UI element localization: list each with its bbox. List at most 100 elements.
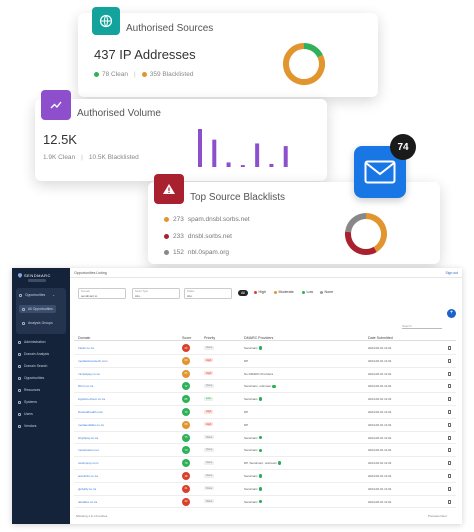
card-title: Authorised Volume <box>77 108 161 119</box>
column-header[interactable]: Domain <box>78 336 91 340</box>
document-icon[interactable] <box>448 384 451 389</box>
chip-all[interactable]: All <box>238 290 248 296</box>
document-icon[interactable] <box>448 461 451 466</box>
domain-link[interactable]: logistics-direct.co.za <box>78 397 106 402</box>
domain-link[interactable]: autofinlix.co.za <box>78 474 98 478</box>
table-row[interactable]: globalfy.co.za 21 None Sendmarc 2024-06-01 1… <box>74 483 456 496</box>
domain-link[interactable]: mosdreams.net <box>78 448 99 453</box>
sidebar-item-users[interactable]: Users <box>18 412 33 416</box>
sidebar-item-resources[interactable]: Resources <box>18 388 40 392</box>
provider-cell: DP <box>244 423 248 427</box>
table-row[interactable]: Intelix.co.za 25 None Sendmarc 2024-06-01 11… <box>74 342 456 355</box>
chip-none[interactable]: None <box>320 290 333 294</box>
domain-filter-select[interactable]: Domain sendmarc.io <box>78 288 126 299</box>
sidebar: SENDMARC Opportunities ⌄ All Opportuniti… <box>12 268 70 524</box>
sidebar-item-domain-analysis[interactable]: Domain Analysis <box>18 352 49 356</box>
pagination[interactable]: Previous Next <box>428 514 447 518</box>
domain-link[interactable]: globalfy.co.za <box>78 486 97 491</box>
search-icon <box>18 364 21 368</box>
column-header[interactable]: DMARC Providers <box>244 336 274 340</box>
score-type-filter-select[interactable]: Score Type ALL <box>132 288 180 299</box>
volume-bar <box>255 143 260 167</box>
sidebar-item-vendors[interactable]: Vendors <box>18 424 36 428</box>
document-icon[interactable] <box>448 397 451 402</box>
sign-out-link[interactable]: Sign out <box>445 271 458 275</box>
document-icon[interactable] <box>448 422 451 427</box>
sidebar-item-label: Systems <box>24 400 37 404</box>
sidebar-item-domain-search[interactable]: Domain Search <box>18 364 47 368</box>
document-icon[interactable] <box>448 448 451 453</box>
document-icon[interactable] <box>448 435 451 440</box>
domain-link[interactable]: mintedpay.co.za <box>78 371 100 376</box>
check-icon <box>258 499 263 504</box>
provider-text: Sendmarc <box>244 346 258 350</box>
table-row[interactable]: vestinprop.com 79 None DP, Sendmarc, unknow… <box>74 457 456 470</box>
column-header[interactable]: Date Submitted <box>368 336 393 340</box>
domain-link[interactable]: dekaflex.co.za <box>78 499 98 504</box>
mail-icon[interactable] <box>354 146 406 198</box>
provider-cell: Sendmarc <box>244 346 263 350</box>
domain-link[interactable]: mediaentlabs.co.za <box>78 422 104 427</box>
priority-badge: None <box>204 460 215 465</box>
table-row[interactable]: dekaflex.co.za 20 None Sendmarc 2024-06-01 1… <box>74 496 456 509</box>
filter-value: sendmarc.io <box>81 294 98 298</box>
domain-link[interactable]: bbcm.co.za <box>78 384 94 389</box>
priority-badge: None <box>204 486 215 491</box>
document-icon[interactable] <box>448 371 451 376</box>
sidebar-item-analysis-groups[interactable]: Analysis Groups <box>22 321 53 325</box>
domain-link[interactable]: mediastreamtech.com <box>78 358 108 363</box>
domain-link[interactable]: Intelix.co.za <box>78 346 94 350</box>
priority-badge: None <box>204 345 215 350</box>
sidebar-item-opportunities[interactable]: Opportunities ⌄ <box>19 293 55 297</box>
document-icon[interactable] <box>448 358 451 363</box>
volume-bar <box>283 146 288 167</box>
volume-bar <box>240 165 245 167</box>
table-row[interactable]: mosdreams.net 70 None Sendmarc 2024-06-01 11… <box>74 444 456 458</box>
column-header[interactable]: Priority <box>204 336 216 340</box>
sidebar-item-label: Opportunities <box>24 376 45 380</box>
sidebar-item-systems[interactable]: Systems <box>18 400 37 404</box>
sidebar-item-all-opportunities[interactable]: All Opportunities <box>19 305 56 313</box>
document-icon[interactable] <box>448 346 451 350</box>
chip-high[interactable]: High <box>254 290 266 294</box>
date-submitted: 2024-06-01 11:01 <box>368 448 392 453</box>
domain-link[interactable]: vestinprop.com <box>78 461 99 466</box>
authorised-volume-card: Authorised Volume 12.5K 1.9K Clean | 10.… <box>35 90 327 181</box>
sidebar-item-administration[interactable]: Administration <box>18 340 45 344</box>
domain-link[interactable]: brightpay.co.za <box>78 435 99 440</box>
table-row[interactable]: mediastreamtech.com 60 High DP 2024-06-01 11… <box>74 355 456 368</box>
score-badge: 60 <box>182 356 190 365</box>
document-icon[interactable] <box>448 474 451 478</box>
domain-link[interactable]: biostrakhealth.com <box>78 410 104 414</box>
date-submitted: 2024-06-01 11:01 <box>368 499 392 504</box>
check-icon <box>272 384 276 389</box>
date-submitted: 2024-06-01 11:01 <box>368 384 392 389</box>
chip-low[interactable]: Low <box>302 290 313 294</box>
blacklist-dot <box>164 217 169 222</box>
provider-cell: No DMARC Providers <box>244 372 273 376</box>
provider-text: DP <box>244 422 249 427</box>
document-icon[interactable] <box>448 499 451 504</box>
document-icon[interactable] <box>448 410 451 414</box>
priority-badge: None <box>204 435 215 440</box>
blacklisted-volume: 10.5K Blacklisted <box>88 154 139 161</box>
table-row[interactable]: mintedpay.co.za 65 High No DMARC Providers 2… <box>74 368 456 381</box>
table-row[interactable]: autofinlix.co.za 48 None Sendmarc 2024-06-01… <box>74 470 456 483</box>
legend-separator: | <box>134 71 136 78</box>
table-row[interactable]: logistics-direct.co.za 85 Low Sendmarc 2024-… <box>74 393 456 406</box>
volume-value: 12.5K <box>43 132 77 147</box>
add-button[interactable]: + <box>447 309 456 318</box>
table-row[interactable]: biostrakhealth.com 72 High DP 2024-06-01 11:… <box>74 406 456 419</box>
table-row[interactable]: bbcm.co.za 72 None Sendmarc, unknown 2024-06… <box>74 380 456 394</box>
chip-moderate[interactable]: Moderate <box>274 290 294 294</box>
date-submitted: 2024-06-01 11:01 <box>368 435 392 440</box>
table-row[interactable]: mediaentlabs.co.za 68 High DP 2024-06-01 11:… <box>74 419 456 432</box>
table-row[interactable]: brightpay.co.za 75 None Sendmarc 2024-06-01 … <box>74 432 456 445</box>
column-header[interactable]: Score <box>182 336 192 340</box>
sidebar-item-opportunities-main[interactable]: Opportunities <box>18 376 44 380</box>
status-filter-select[interactable]: Status ALL <box>184 288 232 299</box>
filter-value: ALL <box>187 294 193 298</box>
search-input[interactable]: Search <box>402 324 442 329</box>
document-icon[interactable] <box>448 486 451 491</box>
